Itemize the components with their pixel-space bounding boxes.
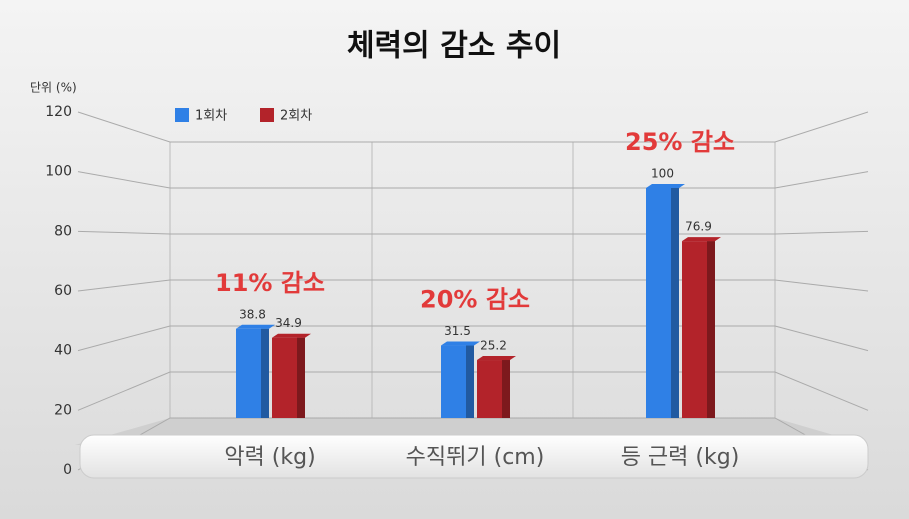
value-label: 76.9 [685, 220, 712, 234]
bar-side [707, 241, 715, 418]
x-tick-label: 악력 (kg) [224, 445, 315, 470]
y-tick-label: 60 [54, 283, 72, 299]
bar-top [272, 333, 311, 338]
y-axis-label: 단위 (%) [30, 81, 77, 95]
legend-label: 1회차 [195, 109, 227, 124]
bar-top [236, 324, 275, 329]
bar-top [477, 356, 516, 361]
bar-top [646, 184, 685, 188]
bar-side [297, 337, 305, 418]
bar-side [671, 188, 679, 418]
grid-line [77, 111, 869, 143]
bars [236, 184, 721, 418]
category-strip [79, 434, 869, 479]
value-label: 31.5 [444, 324, 471, 338]
y-tick-label: 20 [54, 402, 72, 418]
value-label: 38.8 [239, 307, 266, 321]
legend-swatch [260, 108, 274, 122]
x-tick-label: 등 근력 (kg) [621, 445, 740, 470]
grid-line [77, 325, 869, 352]
y-tick-label: 100 [45, 164, 72, 180]
value-label: 34.9 [275, 316, 302, 330]
bar-top [682, 237, 721, 242]
grid-line [77, 230, 869, 235]
bar-side [261, 328, 269, 418]
annotation: 11% 감소 [215, 269, 325, 297]
y-tick-label: 120 [45, 104, 72, 120]
bar-side [466, 345, 474, 418]
annotation: 20% 감소 [420, 286, 530, 314]
grid-line [77, 279, 869, 292]
grid: 0 20 40 60 80 100 120 1회차 2회차 [45, 104, 869, 478]
legend-swatch [175, 108, 189, 122]
x-tick-label: 수직뛰기 (cm) [406, 445, 545, 470]
grid-line [77, 171, 869, 189]
bar-side [502, 360, 510, 418]
chart-title: 체력의 감소 추이 [347, 29, 561, 64]
y-tick-label: 40 [54, 343, 72, 359]
bar-top [441, 341, 480, 346]
y-tick-label: 80 [54, 223, 72, 239]
value-label: 25.2 [480, 339, 507, 353]
legend-label: 2회차 [280, 109, 312, 124]
y-tick-label: 0 [63, 462, 72, 478]
value-label: 100 [651, 167, 674, 181]
annotation: 25% 감소 [625, 128, 735, 156]
